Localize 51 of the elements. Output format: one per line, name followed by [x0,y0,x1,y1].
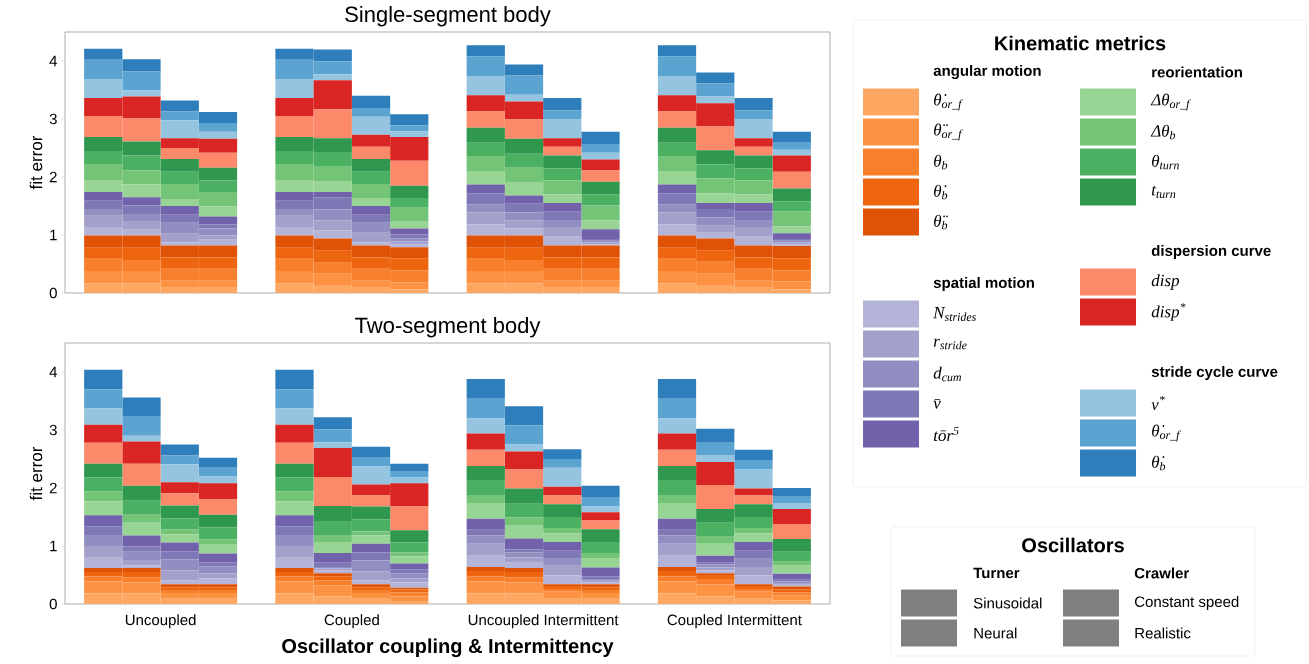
legend-label: θ$_{turn}$ [1152,154,1179,170]
y-tick-label: 4 [49,55,58,67]
y-tick-label: 0 [49,287,57,299]
text: Coupled [324,614,379,629]
legend-label: v̄ [933,399,941,409]
y-tick-label: 1 [50,229,57,241]
text: Turner [973,567,1020,579]
legend-label: r$_{stride}$ [933,338,967,350]
text: Sinusoidal [973,597,1042,609]
text: Neural [974,627,1017,639]
y-tick-label: 3 [49,424,57,436]
text: Oscillators [1022,537,1124,553]
legend-label: t$_{turn}$ [1151,185,1176,199]
text: stride cycle curve [1151,366,1278,380]
legend-label: N$_{strides}$ [933,307,976,321]
legend-title: Kinematic metrics [995,35,1166,51]
legend-label: θ$_{b}$ [934,154,948,170]
text: reorientation [1152,66,1242,78]
legend-label: Δθ$_{or_f}$ [1150,93,1191,111]
y-tick-label: 4 [49,366,58,378]
text: dispersion curve [1151,245,1271,259]
legend-label: θ̈$_{b}$ [934,214,948,230]
y-tick-label: 2 [49,482,57,494]
legend-label: θ̈$_{or_f}$ [934,123,963,141]
legend-label: tōr$^{5}$ [933,426,959,442]
chart-title: Single-segment body [345,5,551,27]
x-axis-title: Oscillator coupling & Intermittency [282,638,614,658]
text: Realistic [1135,627,1191,639]
legend-label: θ̇$_{or_f}$ [1152,424,1181,442]
text: angular motion [933,64,1041,80]
text: Coupled Intermittent [667,614,802,629]
legend-label: d$_{cum}$ [933,366,962,382]
y-tick-label: 3 [49,113,57,125]
y-axis-title: fit error [29,135,43,190]
text: Uncoupled [125,614,196,629]
y-tick-label: 1 [50,540,57,552]
legend-label: disp [1151,274,1180,290]
text: Uncoupled Intermittent [468,614,619,629]
legend-label: θ̇$_{or_f}$ [934,93,963,111]
legend-label: θ̇$_{b}$ [1152,455,1166,471]
text: Crawler [1134,567,1190,579]
y-tick-label: 2 [49,171,57,183]
y-axis-title: fit error [29,446,43,501]
y-tick-label: 0 [49,598,57,610]
chart-title: Two-segment body [355,316,541,338]
legend-label: Δθ$_{b}$ [1150,124,1176,140]
legend-label: θ̇$_{b}$ [934,184,948,200]
text: Constant speed [1134,596,1239,610]
text: spatial motion [933,277,1034,291]
legend-label: v$^{*}$ [1151,395,1165,411]
legend-label: disp$^{*}$ [1151,303,1186,321]
